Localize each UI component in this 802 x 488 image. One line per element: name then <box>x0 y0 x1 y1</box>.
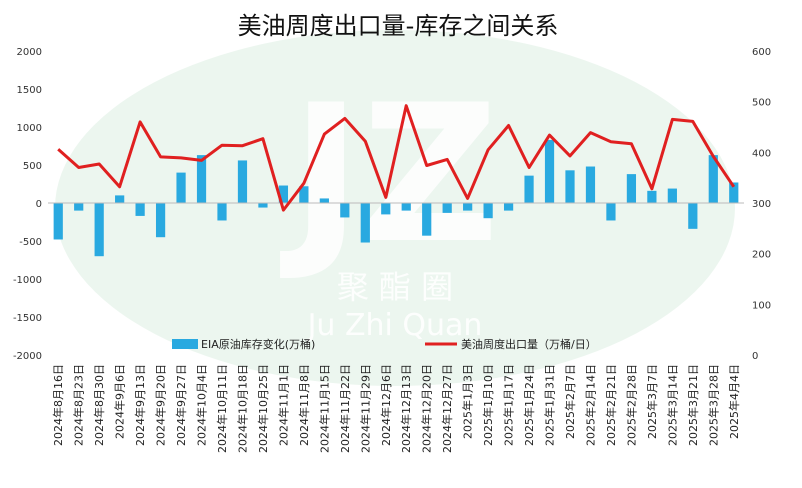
x-tick-label: 2024年9月27日 <box>174 364 188 446</box>
bar <box>299 186 309 203</box>
y-left-tick-label: -500 <box>19 237 42 248</box>
bar <box>237 160 248 203</box>
watermark-ellipse <box>55 30 735 386</box>
x-tick-label: 2025年2月7日 <box>563 364 577 439</box>
x-tick-label: 2024年10月25日 <box>256 364 270 453</box>
bar <box>667 188 677 203</box>
x-tick-label: 2025年1月10日 <box>481 364 495 446</box>
bar <box>463 203 473 211</box>
x-axis: 2024年8月16日 2024年8月23日 2024年8月30日 2024年9月6日 2… <box>51 364 741 453</box>
bar <box>217 203 227 221</box>
x-tick-label: 2024年8月16日 <box>51 364 65 446</box>
bar <box>688 203 698 229</box>
bar <box>74 203 84 211</box>
y-right-tick-label: 500 <box>752 98 771 109</box>
watermark-english: Ju Zhi Quan <box>306 308 483 343</box>
bar <box>115 195 125 203</box>
watermark-chinese: 聚 酯 圈 <box>337 268 453 306</box>
x-tick-label: 2024年9月20日 <box>154 364 168 446</box>
x-tick-label: 2025年2月14日 <box>583 364 597 446</box>
x-tick-label: 2024年11月15日 <box>317 364 331 453</box>
x-tick-label: 2025年3月21日 <box>686 364 700 446</box>
x-tick-label: 2025年2月28日 <box>624 364 638 446</box>
y-right-tick-label: 100 <box>752 300 771 311</box>
x-tick-label: 2024年11月29日 <box>358 364 372 453</box>
x-tick-label: 2025年3月14日 <box>665 364 679 446</box>
y-left-tick-label: -1500 <box>13 313 42 324</box>
x-tick-label: 2025年3月7日 <box>645 364 659 439</box>
x-tick-label: 2024年12月6日 <box>379 364 393 446</box>
bar-series <box>53 139 739 257</box>
x-tick-label: 2024年12月27日 <box>440 364 454 453</box>
legend: EIA原油库存变化(万桶) 美油周度出口量（万桶/日） <box>172 337 597 351</box>
bar <box>585 166 596 203</box>
bar <box>278 185 289 203</box>
x-tick-label: 2024年11月8日 <box>297 364 311 446</box>
x-tick-label: 2024年12月20日 <box>420 364 434 453</box>
bar <box>258 203 268 208</box>
x-tick-label: 2024年9月6日 <box>113 364 127 439</box>
legend-swatch-bar <box>172 339 198 349</box>
y-left-tick-label: -2000 <box>13 351 42 362</box>
x-tick-label: 2024年10月11日 <box>215 364 229 453</box>
x-tick-label: 2024年8月30日 <box>92 364 106 446</box>
x-tick-label: 2024年10月18日 <box>235 364 249 453</box>
x-tick-label: 2025年1月3日 <box>461 364 475 439</box>
y-left-tick-label: 1500 <box>17 85 42 96</box>
y-left-axis: -2000 -1500 -1000 -500 0 500 1000 1500 2000 <box>13 47 42 362</box>
y-left-tick-label: 0 <box>36 199 42 210</box>
y-right-tick-label: 300 <box>752 199 771 210</box>
legend-label-bar: EIA原油库存变化(万桶) <box>201 337 315 351</box>
bar <box>422 203 432 236</box>
bar <box>708 155 718 203</box>
y-left-tick-label: -1000 <box>13 275 42 286</box>
bar <box>319 198 329 203</box>
series-line <box>57 104 736 212</box>
bar <box>524 175 534 203</box>
x-tick-label: 2025年1月24日 <box>522 364 536 446</box>
bar <box>565 170 575 203</box>
y-right-tick-label: 200 <box>752 250 771 261</box>
bar <box>196 155 207 203</box>
bar <box>647 190 657 203</box>
bar <box>401 203 411 211</box>
bar <box>606 203 616 221</box>
bar <box>155 203 166 238</box>
bar <box>53 203 63 240</box>
y-right-tick-label: 400 <box>752 148 771 159</box>
x-tick-label: 2025年4月4日 <box>727 364 741 439</box>
y-left-tick-label: 2000 <box>17 47 42 58</box>
x-tick-label: 2024年10月4日 <box>195 364 209 446</box>
bar <box>135 203 145 216</box>
x-tick-label: 2025年2月21日 <box>604 364 618 446</box>
x-tick-label: 2024年11月22日 <box>338 364 352 453</box>
x-tick-label: 2025年3月28日 <box>706 364 720 446</box>
legend-label-line: 美油周度出口量（万桶/日） <box>461 337 597 351</box>
line-series <box>57 104 736 212</box>
y-right-tick-label: 0 <box>752 351 758 362</box>
bar <box>483 203 493 219</box>
bar <box>503 203 514 211</box>
bar <box>626 174 637 203</box>
bar <box>729 182 739 203</box>
bar <box>176 172 186 203</box>
chart-title: 美油周度出口量-库存之间关系 <box>238 12 559 40</box>
x-tick-label: 2025年1月31日 <box>543 364 557 446</box>
y-right-axis: 0 100 200 300 400 500 600 <box>752 47 771 362</box>
bar <box>94 203 104 257</box>
bar <box>381 203 391 215</box>
bar <box>340 203 350 218</box>
bar <box>442 203 452 213</box>
x-tick-label: 2024年11月1日 <box>276 364 290 446</box>
x-tick-label: 2024年8月23日 <box>72 364 86 446</box>
bar <box>544 139 555 203</box>
y-left-tick-label: 500 <box>23 161 42 172</box>
x-tick-label: 2024年9月13日 <box>133 364 147 446</box>
x-tick-label: 2024年12月13日 <box>399 364 413 453</box>
x-tick-label: 2025年1月17日 <box>502 364 516 446</box>
bar <box>360 203 370 243</box>
y-left-tick-label: 1000 <box>17 123 42 134</box>
y-right-tick-label: 600 <box>752 47 771 58</box>
